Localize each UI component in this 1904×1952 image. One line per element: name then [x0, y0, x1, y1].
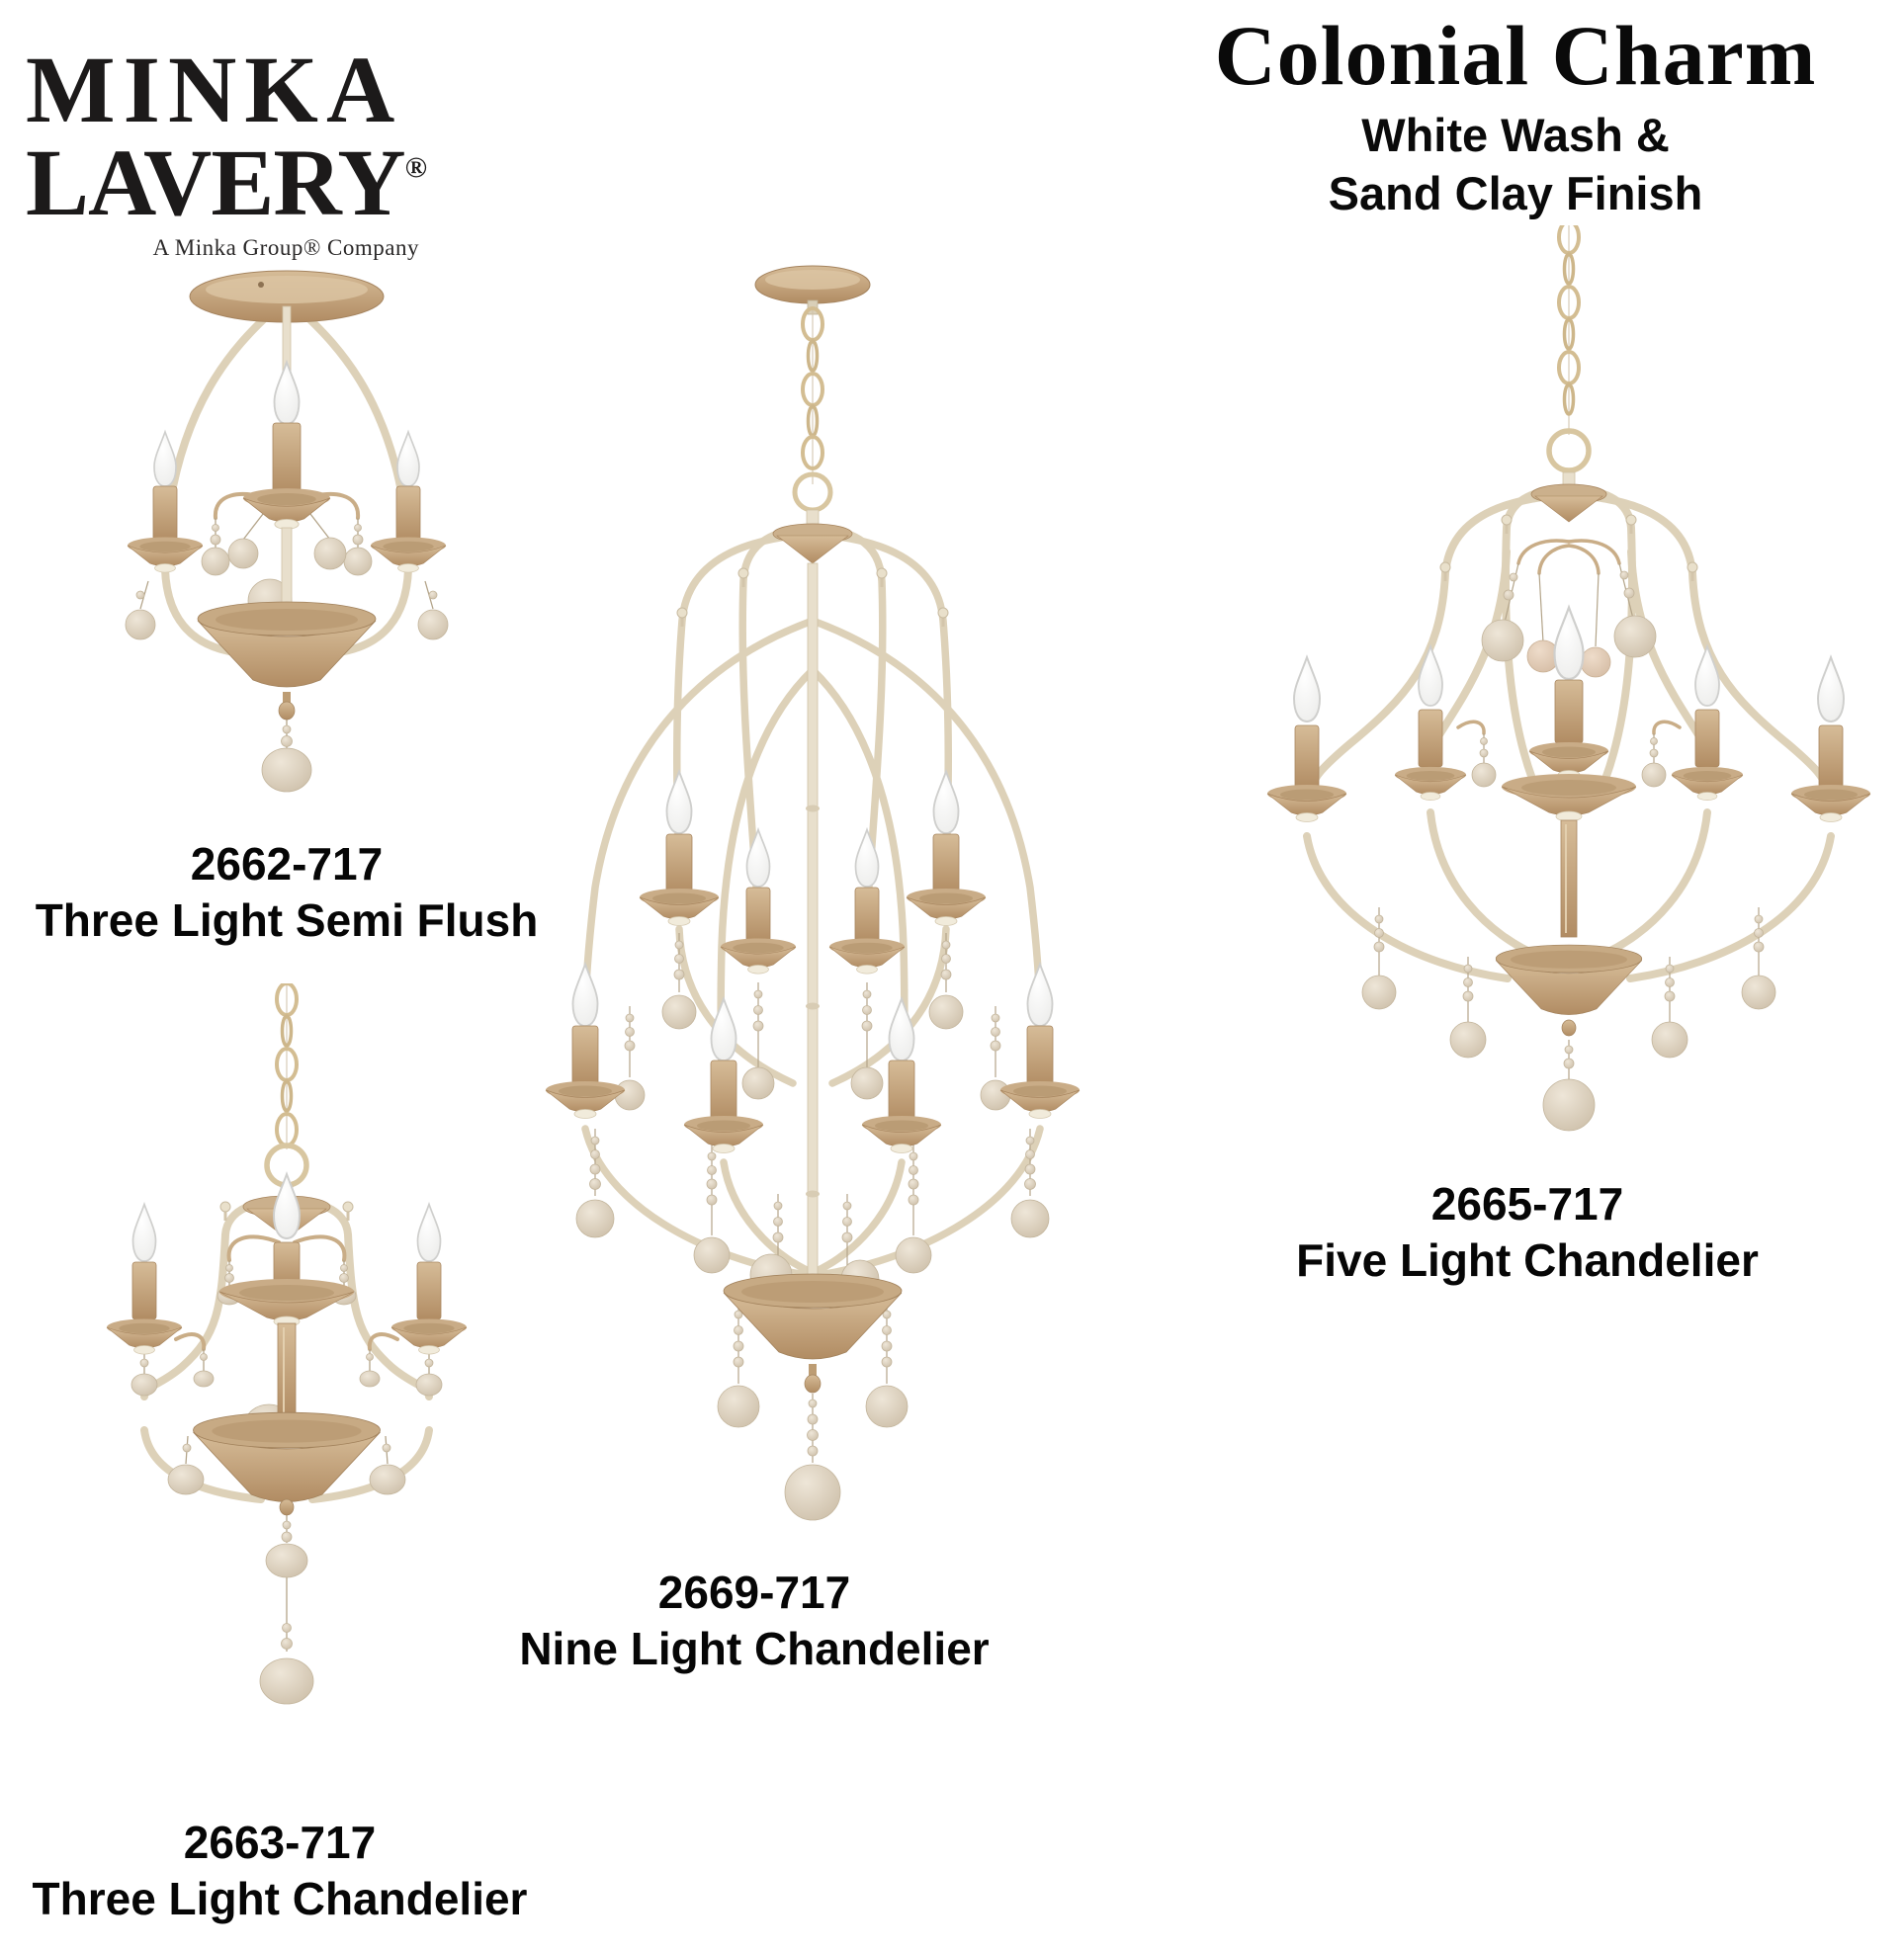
product-label-2662: 2662-717 Three Light Semi Flush: [10, 836, 563, 949]
product-name: Three Light Semi Flush: [35, 894, 539, 947]
collection-title: Colonial Charm: [1214, 8, 1817, 103]
product-name: Nine Light Chandelier: [519, 1623, 990, 1675]
product-sku: 2669-717: [657, 1567, 851, 1618]
product-name: Five Light Chandelier: [1296, 1234, 1759, 1287]
finish-line-2: Sand Clay Finish: [1328, 166, 1703, 219]
finish-line-1: White Wash &: [1361, 109, 1670, 161]
product-image-five-light-chandelier: [1255, 225, 1888, 1135]
product-label-2663: 2663-717 Three Light Chandelier: [3, 1815, 557, 1927]
finish-subtitle: White Wash & Sand Clay Finish: [1127, 107, 1904, 223]
product-label-2669: 2669-717 Nine Light Chandelier: [477, 1565, 1031, 1677]
product-image-nine-light-chandelier: [534, 255, 1092, 1550]
product-label-2665: 2665-717 Five Light Chandelier: [1234, 1176, 1821, 1289]
product-sku: 2665-717: [1430, 1178, 1624, 1230]
logo-tagline: A Minka Group® Company: [152, 235, 419, 261]
logo-line-minka: MINKA: [26, 37, 403, 142]
product-image-three-light-semi-flush: [69, 255, 504, 833]
minka-lavery-logo: MINKA LAVERY® A Minka Group® Company: [26, 37, 441, 261]
product-sku: 2662-717: [190, 838, 384, 890]
product-image-three-light-chandelier: [67, 983, 507, 1804]
logo-line-lavery: LAVERY®: [26, 129, 428, 236]
product-name: Three Light Chandelier: [32, 1873, 528, 1925]
registered-mark: ®: [404, 151, 428, 185]
product-sku: 2663-717: [183, 1817, 377, 1868]
collection-header: Colonial Charm White Wash & Sand Clay Fi…: [1127, 6, 1904, 223]
